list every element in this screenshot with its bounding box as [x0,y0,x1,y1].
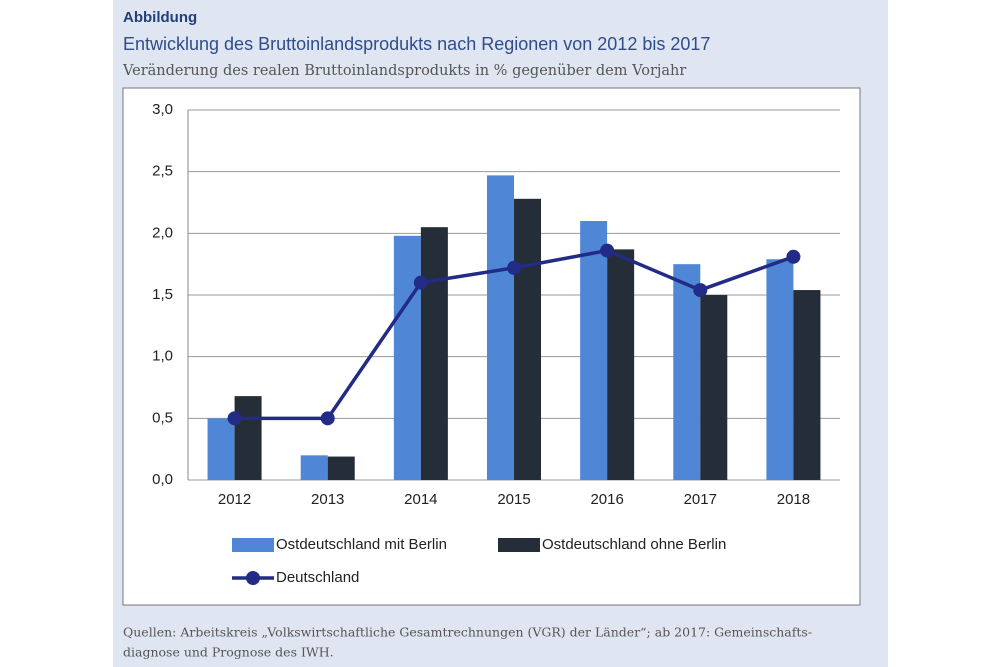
line-marker [693,283,708,298]
line-marker [413,275,428,290]
bar [607,249,635,480]
line-marker [227,411,242,426]
bar [420,227,448,480]
chart-title: Entwicklung des Bruttoinlandsprodukts na… [123,34,710,54]
legend-label: Deutschland [276,569,359,586]
x-tick-label: 2015 [497,491,530,508]
y-tick-label: 0,0 [152,471,173,488]
x-tick-label: 2018 [777,491,810,508]
line-marker [786,249,801,264]
label: Abbildung [123,9,197,26]
bar [514,198,542,481]
bar [766,259,794,480]
bar [673,264,701,480]
x-tick-label: 2014 [404,491,437,508]
legend-swatch [498,538,540,552]
x-tick-label: 2013 [311,491,344,508]
bar [207,418,235,480]
bar [234,396,262,480]
legend-label: Ostdeutschland mit Berlin [276,536,447,553]
bar [793,290,821,480]
y-tick-label: 1,0 [152,348,173,365]
y-tick-label: 3,0 [152,101,173,118]
line-marker [507,260,521,275]
bar [700,295,728,480]
bar [580,221,608,480]
legend-swatch [232,538,274,552]
x-tick-label: 2012 [218,491,251,508]
line-marker [320,411,335,426]
subtitle: Veränderung des realen Bruttoinlandsprod… [122,63,686,79]
line-marker [600,243,615,258]
y-tick-label: 1,5 [152,286,173,303]
y-tick-label: 0,5 [152,409,173,426]
bar [300,455,328,480]
footnote: Quellen: Arbeitskreis „Volkswirtschaftli… [123,625,812,640]
bar [393,235,421,480]
x-tick-label: 2017 [684,491,717,508]
footnote: diagnose und Prognose des IWH. [123,645,334,660]
legend-marker [246,571,260,585]
y-tick-label: 2,0 [152,224,173,241]
bar [486,175,514,480]
y-tick-label: 2,5 [152,163,173,180]
legend-label: Ostdeutschland ohne Berlin [542,536,726,553]
x-tick-label: 2016 [590,491,623,508]
bar [327,456,355,480]
